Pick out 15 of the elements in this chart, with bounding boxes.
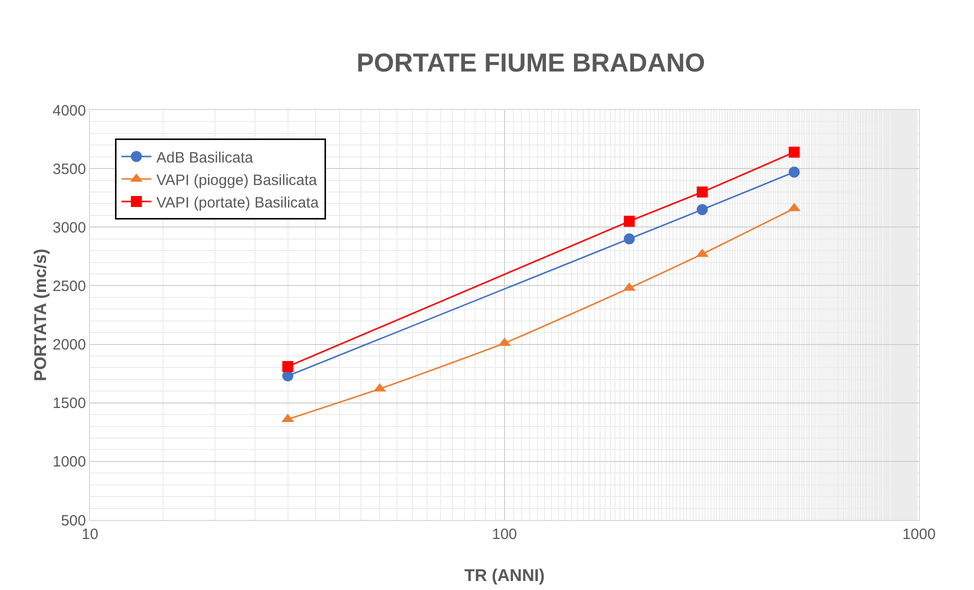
y-tick-label: 1500 bbox=[52, 395, 86, 412]
y-tick-label: 1000 bbox=[52, 454, 86, 471]
y-axis-title: PORTATA (mc/s) bbox=[31, 248, 50, 382]
y-tick-label: 2000 bbox=[52, 336, 86, 354]
y-tick-label: 2500 bbox=[52, 278, 86, 295]
legend-label: VAPI (portate) Basilicata bbox=[156, 194, 320, 212]
legend-label: AdB Basilicata bbox=[156, 149, 254, 166]
chart-title: PORTATE FIUME BRADANO bbox=[356, 47, 706, 78]
x-tick-label: 1000 bbox=[902, 526, 936, 543]
y-tick-label: 3000 bbox=[52, 219, 86, 236]
legend-label: VAPI (piogge) Basilicata bbox=[156, 172, 318, 189]
y-tick-label: 3500 bbox=[52, 160, 86, 178]
y-tick-label: 4000 bbox=[52, 102, 86, 120]
x-tick-label: 100 bbox=[492, 526, 518, 543]
x-axis-title: TR (ANNI) bbox=[464, 566, 545, 585]
